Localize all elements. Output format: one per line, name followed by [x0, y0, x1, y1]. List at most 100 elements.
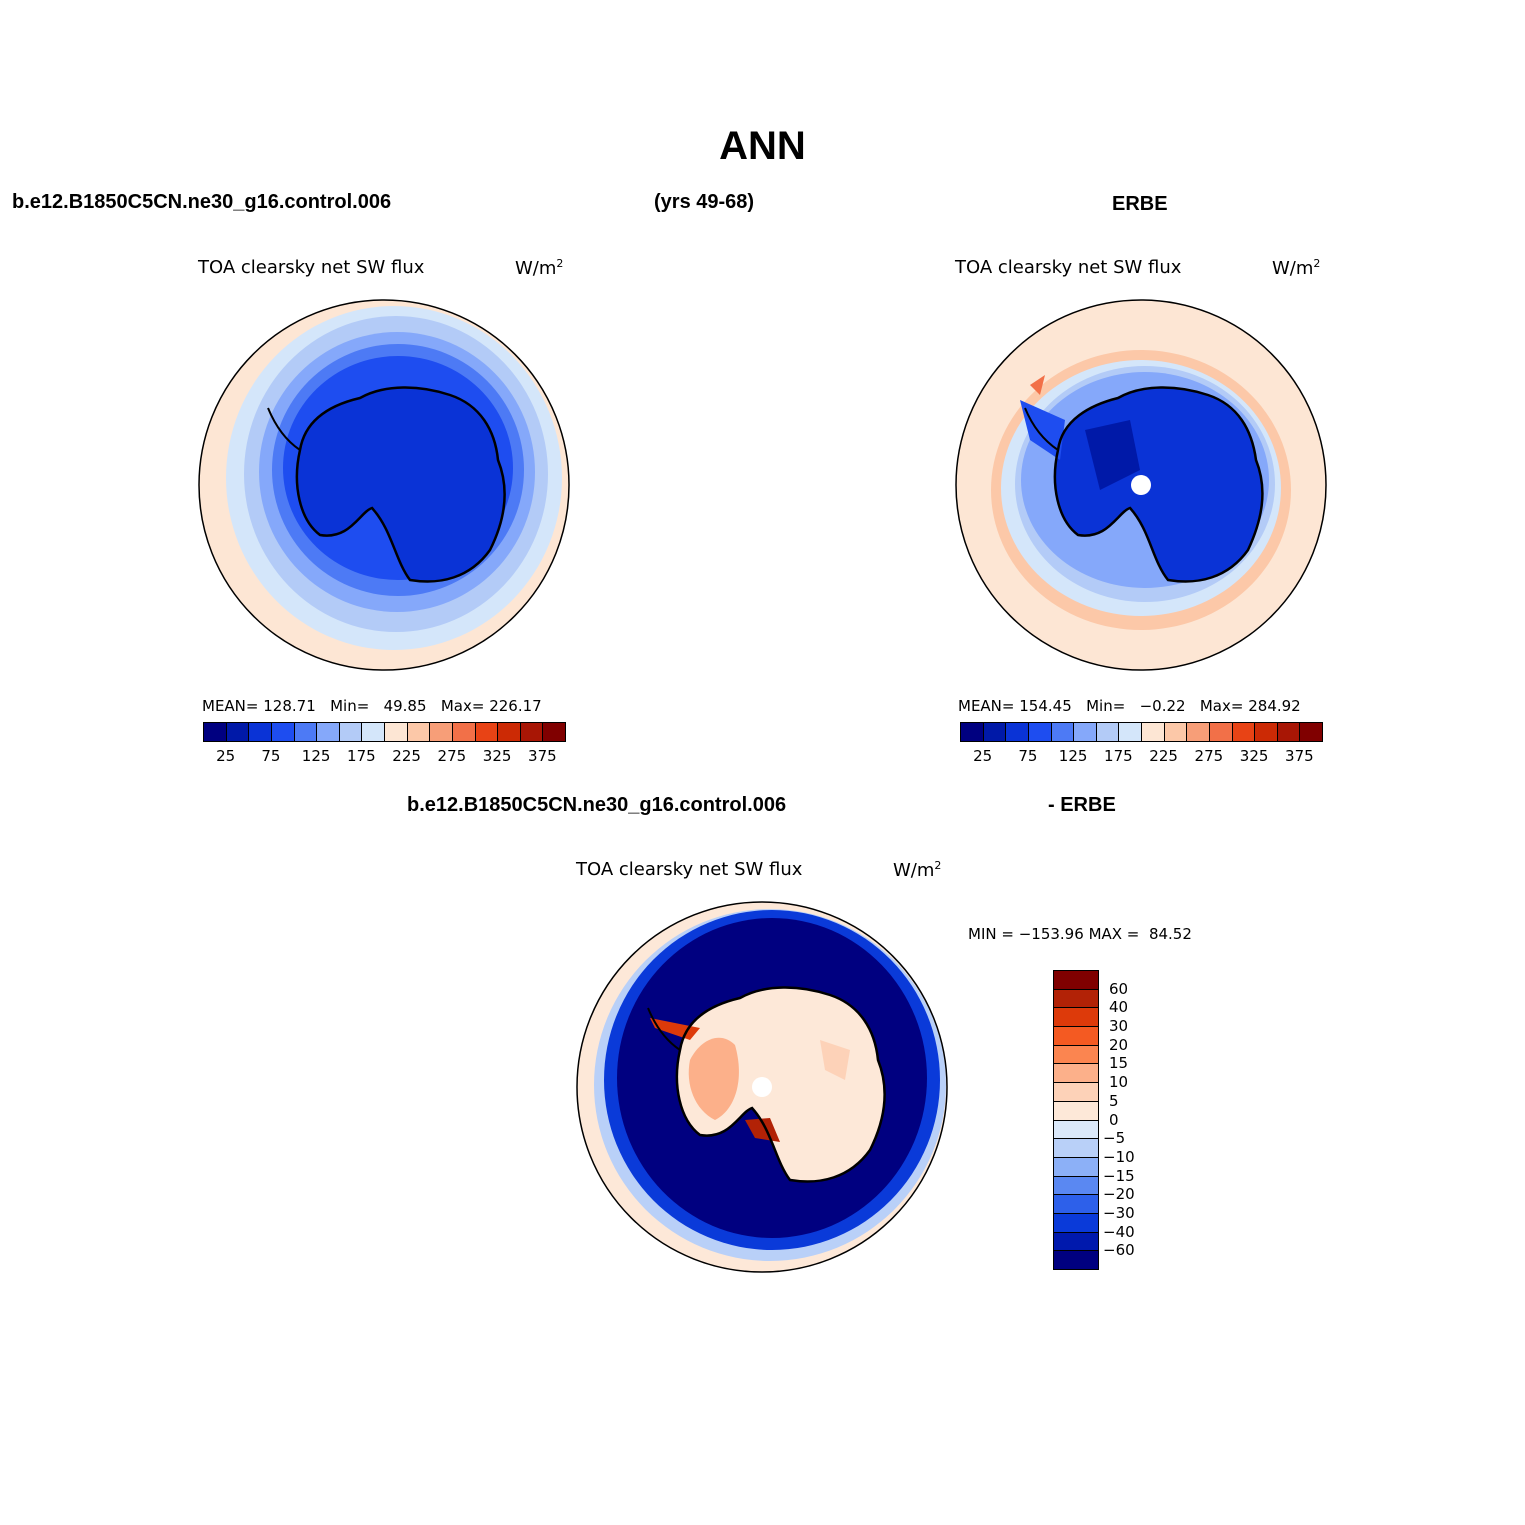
- panel3-colorbar-tick-label: −5: [1103, 1129, 1126, 1148]
- panel1-colorbar-tick-label: 25: [216, 747, 236, 765]
- panel1-colorbar-tick-label: 275: [437, 747, 467, 765]
- panel2-colorbar-tick-label: 375: [1285, 747, 1314, 765]
- panel2-colorbar-tick-label: 125: [1058, 747, 1088, 765]
- panel2-colorbar-tick-label: 325: [1239, 747, 1269, 765]
- panel2-colorbar-cell: [1231, 722, 1256, 742]
- panel3-colorbar-tick-label: −10: [1103, 1147, 1135, 1166]
- panel2-colorbar-cell: [1027, 722, 1052, 742]
- panel1-colorbar-cell: [203, 722, 227, 742]
- obs-name-label: ERBE: [1112, 193, 1168, 215]
- panel3-antarctica-fill: [676, 987, 885, 1182]
- panel3-variable-label: TOA clearsky net SW flux: [576, 859, 803, 880]
- panel2-hotspot: [1030, 375, 1045, 395]
- panel2-colorbar-cell: [1141, 722, 1165, 742]
- panel1-colorbar-cell: [248, 722, 272, 742]
- panel3-coastline: [675, 986, 886, 1183]
- panel1-colorbar-cell: [293, 722, 318, 742]
- panel3-colorbar: [1053, 970, 1099, 1270]
- panel3-colorbar-cell: [1053, 1082, 1099, 1102]
- panel2-colorbar-tick-label: 25: [973, 747, 993, 765]
- panel2-colorbar-cell: [1095, 722, 1120, 742]
- panel1-peninsula: [267, 407, 301, 451]
- panel1-colorbar-cell: [519, 722, 544, 742]
- panel3-colorbar-ticks: 60 40 30 20 15 10 5 0 −5 −10 −15 −20 −30 −40 −60: [1103, 970, 1163, 1269]
- panel1-coastline: [295, 386, 506, 583]
- panel1-colorbar-tick-label: 325: [482, 747, 512, 765]
- panel3-colorbar-cell: [1053, 988, 1099, 1009]
- panel3-colorbar-cell: [1053, 1231, 1099, 1252]
- panel2-units-label: W/m2: [1272, 257, 1321, 279]
- panel2-colorbar-ticks: 25 75 125 175 225 275 325 375: [960, 747, 1322, 767]
- panel2-colorbar-tick-label: 75: [1018, 747, 1038, 765]
- panel2-colorbar-cell: [960, 722, 984, 742]
- panel3-stats: MIN = −153.96 MAX = 84.52: [968, 925, 1192, 943]
- panel3-colorbar-cell: [1053, 1100, 1099, 1121]
- panel3-peninsula-hot: [650, 1018, 700, 1040]
- panel1-colorbar-cell: [384, 722, 408, 742]
- panel1-map: [199, 300, 569, 670]
- main-title: ANN: [719, 124, 806, 168]
- panel1-colorbar-cell: [338, 722, 363, 742]
- panel2-colorbar-tick-label: 275: [1194, 747, 1224, 765]
- panel3-ross-hot: [745, 1118, 780, 1142]
- panel1-colorbar-ticks: 25 75 125 175 225 275 325 375: [203, 747, 565, 767]
- panel1-colorbar-tick-label: 125: [301, 747, 331, 765]
- panel2-colorbar-cell: [1005, 722, 1029, 742]
- diff-case-label: b.e12.B1850C5CN.ne30_g16.control.006: [407, 794, 787, 816]
- panel1-colorbar-cell: [474, 722, 499, 742]
- panel3-colorbar-tick-label: 20: [1109, 1035, 1129, 1054]
- panel1-units-label: W/m2: [515, 257, 564, 279]
- panel3-polar-hole: [752, 1077, 772, 1097]
- panel3-colorbar-cell: [1053, 1044, 1099, 1065]
- panel3-colorbar-cell: [1053, 1250, 1099, 1270]
- panel2-colorbar-cell: [1186, 722, 1210, 742]
- panel2-colorbar-cell: [1276, 722, 1301, 742]
- panel1-colorbar-cell: [225, 722, 250, 742]
- panel1-colorbar-tick-label: 75: [261, 747, 281, 765]
- panel1-variable-label: TOA clearsky net SW flux: [198, 257, 425, 278]
- panel1-colorbar-cell: [316, 722, 340, 742]
- panel1-colorbar: [203, 722, 566, 742]
- panel2-colorbar-cell: [1299, 722, 1323, 742]
- years-label: (yrs 49-68): [654, 191, 755, 213]
- panel3-colorbar-tick-label: 60: [1109, 979, 1129, 998]
- panel3-colorbar-cell: [1053, 1194, 1099, 1214]
- panel1-colorbar-cell: [361, 722, 385, 742]
- panel1-colorbar-cell: [406, 722, 431, 742]
- panel2-polar-hole: [1131, 475, 1151, 495]
- panel1-colorbar-cell: [270, 722, 295, 742]
- panel3-colorbar-cell: [1053, 1138, 1099, 1158]
- panel1-antarctica-fill: [296, 387, 505, 582]
- panel3-colorbar-tick-label: 30: [1109, 1017, 1129, 1036]
- panel3-colorbar-tick-label: −60: [1103, 1241, 1135, 1260]
- panel3-colorbar-tick-label: 10: [1109, 1073, 1129, 1092]
- panel3-colorbar-cell: [1053, 1063, 1099, 1084]
- panel3-colorbar-tick-label: −15: [1103, 1166, 1135, 1185]
- panel2-colorbar-cell: [1254, 722, 1278, 742]
- panel2-colorbar-cell: [982, 722, 1007, 742]
- panel2-variable-label: TOA clearsky net SW flux: [955, 257, 1182, 278]
- panel3-colorbar-cell: [1053, 1119, 1099, 1140]
- panel1-colorbar-cell: [542, 722, 566, 742]
- panel3-units-label: W/m2: [893, 859, 942, 881]
- panel2-peninsula: [1024, 407, 1059, 451]
- panel1-colorbar-cell: [497, 722, 521, 742]
- panel1-stats: MEAN= 128.71 Min= 49.85 Max= 226.17: [202, 697, 542, 715]
- panel3-colorbar-tick-label: 15: [1109, 1054, 1129, 1073]
- panel2-peninsula-fill: [1020, 400, 1065, 460]
- panel3-map-border: [576, 901, 948, 1273]
- panel3-colorbar-tick-label: −30: [1103, 1203, 1135, 1222]
- panel1-colorbar-tick-label: 175: [347, 747, 376, 765]
- panel2-stats: MEAN= 154.45 Min= −0.22 Max= 284.92: [958, 697, 1301, 715]
- case-name-label: b.e12.B1850C5CN.ne30_g16.control.006: [12, 191, 392, 213]
- panel3-colorbar-cell: [1053, 1212, 1099, 1233]
- panel3-colorbar-tick-label: 0: [1109, 1110, 1119, 1129]
- panel3-colorbar-cell: [1053, 1175, 1099, 1196]
- panel3-colorbar-cell: [1053, 970, 1099, 990]
- panel2-colorbar-cell: [1163, 722, 1188, 742]
- panel2-colorbar-tick-label: 175: [1104, 747, 1133, 765]
- panel2-colorbar-tick-label: 225: [1149, 747, 1178, 765]
- panel3-colorbar-cell: [1053, 1026, 1099, 1046]
- panel1-colorbar-cell: [451, 722, 476, 742]
